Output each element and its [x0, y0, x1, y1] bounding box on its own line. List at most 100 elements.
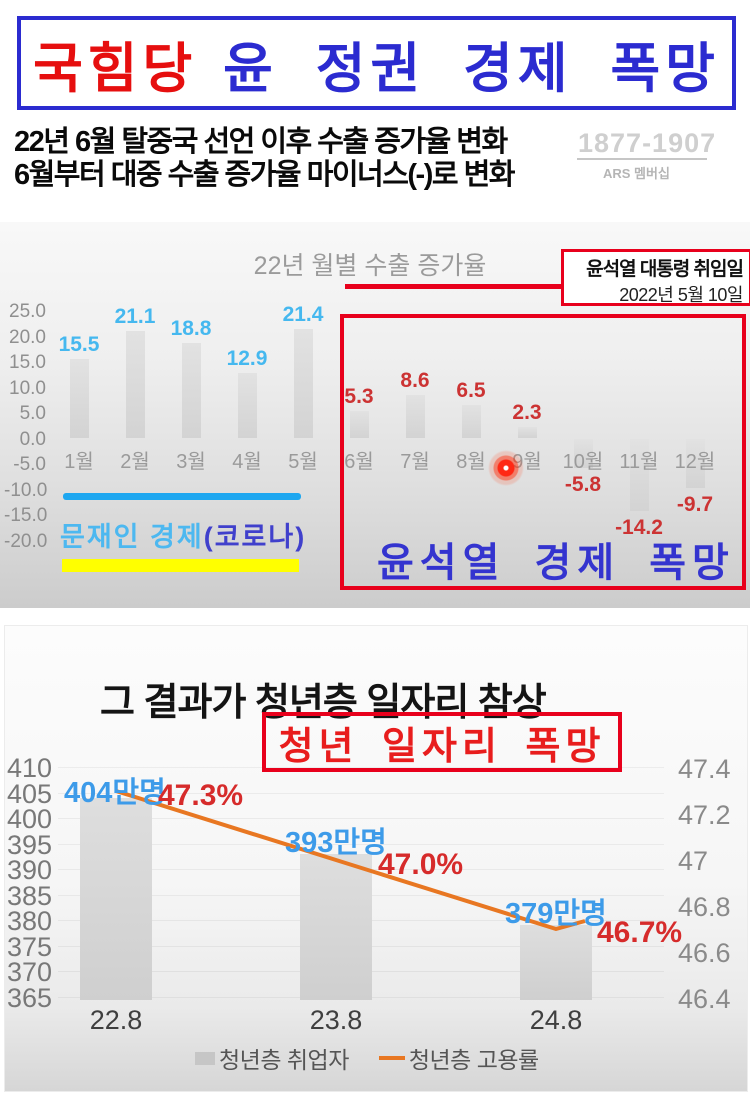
laser-pointer-dot: [488, 450, 524, 486]
line-series-swatch-icon: [378, 1056, 405, 1060]
watermark-caption: ARS 멤버십: [603, 166, 670, 181]
export-bar: [349, 411, 369, 439]
x-axis-label: 23.8: [309, 1005, 363, 1035]
month-label: 10월: [562, 451, 604, 473]
top-banner: 국힘당 윤 정권 경제 폭망: [17, 16, 736, 110]
watermark-underline: [577, 158, 707, 160]
rate-value-label: 47.0%: [378, 848, 464, 881]
export-chart-title: 22년 월별 수출 증가율: [253, 252, 487, 280]
y-axis-tick: 0.0: [19, 428, 46, 450]
left-axis-tick: 380: [6, 906, 52, 936]
x-axis-label: 24.8: [529, 1005, 583, 1035]
rate-value-label: 47.3%: [158, 779, 244, 812]
month-label: 7월: [400, 451, 430, 473]
inauguration-callout: 윤석열 대통령 취임일 2022년 5월 10일: [561, 249, 750, 306]
right-axis-tick: 47.2: [678, 800, 731, 830]
y-axis-tick: 10.0: [9, 377, 46, 399]
export-bar: [181, 342, 201, 439]
callout-connector-line: [345, 284, 563, 289]
export-value-label: -9.7: [676, 492, 714, 516]
right-axis-tick: 46.8: [678, 892, 731, 922]
export-value-label: 18.8: [170, 316, 212, 340]
moon-economy-label-main: 문재인 경제: [60, 522, 204, 552]
left-axis-tick: 410: [6, 753, 52, 783]
month-label: 8월: [456, 451, 486, 473]
left-axis-tick: 375: [6, 931, 52, 962]
y-axis-tick: 15.0: [9, 352, 46, 373]
export-bar: [405, 394, 425, 439]
chart2-legend: 청년층 취업자 청년층 고용률: [195, 1041, 539, 1075]
left-axis-tick: 365: [6, 982, 52, 1013]
youth-jobs-title: 그 결과가 청년층 일자리 참상: [100, 682, 547, 724]
right-axis-tick: 47.4: [678, 754, 731, 784]
export-bar: [685, 438, 705, 488]
month-label: 12월: [674, 451, 716, 473]
month-label: 6월: [344, 451, 374, 473]
banner-party-text: 국힘당: [33, 38, 198, 99]
watermark-number: 1877-1907: [578, 128, 717, 158]
x-axis-label: 22.8: [89, 1005, 143, 1035]
right-axis-tick: 46.4: [678, 984, 731, 1014]
employment-bar: [520, 925, 592, 1000]
y-axis-tick: -20.0: [4, 530, 48, 552]
left-axis-tick: 395: [6, 829, 52, 860]
employment-bar: [80, 797, 152, 1000]
bar-value-label: 404만명: [64, 777, 166, 809]
export-value-label: 21.1: [114, 304, 156, 328]
gridline: [58, 767, 664, 768]
youth-jobs-crash-box: 청년 일자리 폭망: [262, 712, 622, 772]
banner-text: 국힘당 윤 정권 경제 폭망: [33, 24, 720, 103]
export-value-label: -14.2: [615, 515, 663, 539]
banner-slogan-text: 윤 정권 경제 폭망: [223, 38, 720, 99]
left-axis-tick: 385: [6, 880, 52, 911]
month-label: 4월: [232, 451, 262, 473]
export-value-label: 5.3: [344, 385, 374, 409]
export-value-label: -5.8: [564, 473, 602, 497]
export-bar: [69, 359, 89, 439]
month-label: 2월: [120, 451, 150, 473]
left-axis-tick: 390: [6, 855, 52, 885]
headline-line1: 22년 6월 탈중국 선언 이후 수출 증가율 변화: [14, 126, 508, 158]
inauguration-callout-title: 윤석열 대통령 취임일: [586, 259, 744, 280]
bar-value-label: 393만명: [285, 827, 387, 859]
bar-series-swatch-icon: [195, 1051, 215, 1065]
bar-value-label: 379만명: [505, 898, 607, 930]
y-axis-tick: -15.0: [4, 505, 48, 526]
y-axis-tick: 20.0: [9, 326, 46, 348]
export-value-label: 21.4: [282, 303, 324, 327]
moon-economy-label: 문재인 경제(코로나): [60, 515, 306, 554]
headline: 22년 6월 탈중국 선언 이후 수출 증가율 변화 6월부터 대중 수출 증가…: [14, 126, 634, 192]
export-bar: [517, 426, 537, 439]
month-label: 5월: [288, 451, 318, 473]
y-axis-tick: -5.0: [13, 454, 46, 475]
yoon-economy-crash-label: 윤석열 경제 폭망: [377, 541, 735, 585]
left-axis-tick: 400: [6, 804, 52, 834]
month-label: 1월: [64, 451, 94, 473]
export-value-label: 2.3: [512, 400, 542, 424]
moon-period-blue-underline: [63, 493, 301, 500]
rate-value-label: 46.7%: [597, 916, 683, 949]
employment-bar: [300, 853, 372, 1000]
y-axis-tick: 5.0: [19, 403, 46, 424]
headline-line2: 6월부터 대중 수출 증가율 마이너스(-)로 변화: [14, 159, 515, 191]
legend-label: 청년층 취업자: [219, 1047, 349, 1073]
export-value-label: 15.5: [58, 333, 100, 357]
month-label: 3월: [176, 451, 206, 473]
export-bar: [461, 405, 481, 439]
inauguration-callout-date: 2022년 5월 10일: [619, 285, 743, 305]
moon-economy-label-corona: (코로나): [203, 522, 307, 552]
export-value-label: 6.5: [456, 379, 486, 403]
export-bar: [293, 329, 313, 439]
export-bar: [573, 438, 593, 469]
left-axis-tick: 370: [6, 957, 52, 987]
month-label: 11월: [619, 451, 659, 473]
youth-jobs-crash-label: 청년 일자리 폭망: [278, 725, 606, 768]
export-value-label: 12.9: [226, 346, 268, 370]
export-bar: [125, 330, 145, 439]
moon-period-yellow-underline: [62, 559, 299, 572]
left-axis-tick: 405: [6, 778, 52, 809]
y-axis-tick: 25.0: [9, 301, 46, 322]
right-axis-tick: 47: [678, 846, 709, 876]
legend-item-rate: 청년층 고용률: [378, 1041, 539, 1075]
